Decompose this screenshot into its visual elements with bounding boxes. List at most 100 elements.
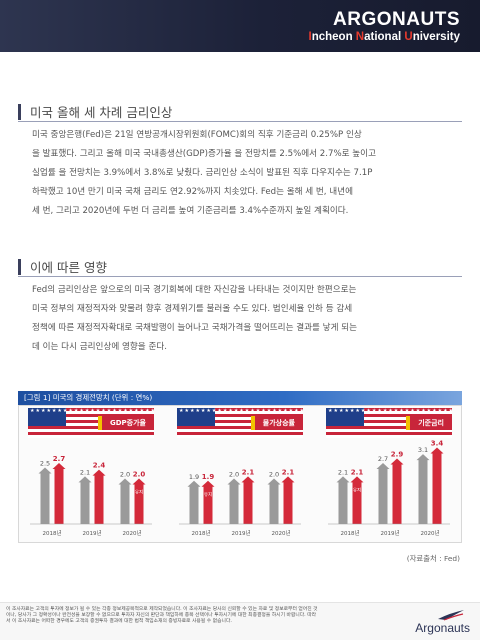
tick-label: 2020년 [122, 529, 141, 537]
bar-current [134, 483, 144, 524]
bar-arrow-tip [227, 478, 241, 485]
bar-chart-gdp: 2.52.7 2018년 2.12.4 2019년 2.0 2.0 유지 2020년 [30, 455, 152, 537]
bar-arrow-tip [416, 454, 430, 461]
maintain-badge: 유지 [353, 486, 361, 493]
paragraph-line: 세 번, 그리고 2020년에 두번 더 금리를 높여 기준금리를 3.4%수준… [32, 206, 349, 216]
chart-panel-rate: ★★★★★★★★★★★★★★★★★★★★★★★★ 기준금리 2.12.1 유지 20… [326, 408, 452, 540]
univ-word-incheon: ncheon [311, 31, 356, 43]
bar-previous [120, 483, 130, 524]
data-label-current: 2.1 [242, 468, 255, 476]
data-label-current: 2.1 [282, 468, 295, 476]
section2-heading: 이에 따른 영향 [18, 257, 462, 279]
flag-canton: ★★★★★★★★★★★★★★★★★★★★★★★★ [28, 408, 154, 426]
bar-previous [80, 481, 90, 524]
bar-previous [40, 472, 50, 524]
data-label-current: 3.4 [431, 439, 444, 447]
bar-arrow-tip [376, 463, 390, 469]
maintain-badge: 유지 [204, 491, 212, 498]
bar-arrow-tip [38, 467, 52, 474]
disclaimer-text: 이 조사자료는 고객의 투자에 정보가 될 수 있는 각종 정보제공목적으로 제… [6, 607, 406, 626]
us-flag-banner: ★★★★★★★★★★★★★★★★★★★★★★★★ [28, 408, 154, 438]
section1-title: 미국 올해 세 차례 금리인상 [30, 105, 173, 120]
star-icons: ★★★★★★★★★★★★★★★★★★★★★★★★ [179, 409, 303, 414]
bar-arrow-tip [132, 478, 146, 485]
bar-previous [338, 481, 348, 524]
paragraph-line: 미국 중앙은행(Fed)은 21일 연방공개시장위원회(FOMC)회의 직후 기… [32, 130, 362, 140]
section2-paragraph: Fed의 금리인상은 앞으로의 미국 경기회복에 대한 자신감을 나타내는 것이… [32, 281, 444, 357]
paragraph-line: 실업률 을 전망치는 3.9%에서 3.8%로 낮췄다. 금리인상 소식이 발표… [32, 168, 373, 178]
disclaimer-line: 이나, 당사가 그 정확성이나 완전성을 보장할 수 없으므로 투자자 자신의 … [6, 613, 317, 619]
logo-wordmark: Argonauts [415, 621, 470, 635]
ship-swoosh-icon [438, 610, 464, 621]
data-label-previous: 2.0 [269, 471, 279, 479]
data-label-current: 2.1 [351, 468, 364, 476]
bar-current [352, 481, 362, 524]
chart-panel-inflation: ★★★★★★★★★★★★★★★★★★★★★★★★ 물가상승률 1.91.9 유지 2… [177, 408, 303, 540]
bar-chart-rate: 2.1 2.1 유지 2018년 2.72.9 2019년 3.13.4 2020년 [328, 439, 450, 537]
heading-bar [18, 259, 21, 275]
tick-label: 2018년 [42, 529, 61, 537]
bar-current [283, 481, 293, 524]
tick-label: 2019년 [231, 529, 250, 537]
paragraph-line: 데 이는 다시 금리인상에 영향을 준다. [32, 342, 167, 352]
bar-arrow-tip [92, 469, 106, 476]
paragraph-line: 하락했고 10년 만기 미국 국채 금리도 연2.92%까지 치솟았다. Fed… [32, 187, 353, 197]
bar-previous [229, 483, 239, 524]
bar-previous [378, 468, 388, 524]
data-label-current: 2.0 [133, 471, 146, 479]
heading-rule [18, 121, 462, 122]
disclaimer-line: 서 이 조사자료는 어떠한 경우에도 고객의 증권투자 결과에 대한 법적 책임… [6, 619, 232, 625]
bar-arrow-tip [78, 476, 92, 483]
paragraph-line: Fed의 금리인상은 앞으로의 미국 경기회복에 대한 자신감을 나타내는 것이… [32, 285, 357, 295]
univ-word-university: niversity [412, 31, 460, 43]
page-footer: 이 조사자료는 고객의 투자에 정보가 될 수 있는 각종 정보제공목적으로 제… [0, 602, 480, 640]
flag-canton: ★★★★★★★★★★★★★★★★★★★★★★★★ [326, 408, 452, 426]
data-label-previous: 1.9 [189, 473, 199, 481]
chart-title-tag: 기준금리 [406, 416, 452, 430]
figure-source: (자료출처 : Fed) [406, 554, 460, 563]
section1-heading: 미국 올해 세 차례 금리인상 [18, 102, 462, 124]
bar-arrow-tip [187, 480, 201, 487]
star-icons: ★★★★★★★★★★★★★★★★★★★★★★★★ [30, 409, 154, 414]
data-label-previous: 2.7 [378, 455, 388, 463]
data-label-current: 1.9 [202, 473, 215, 481]
bar-current [243, 481, 253, 524]
page-header: ARGONAUTS Incheon National University [0, 0, 480, 52]
disclaimer-line: 이 조사자료는 고객의 투자에 정보가 될 수 있는 각종 정보제공목적으로 제… [6, 607, 318, 612]
data-label-previous: 3.1 [418, 446, 428, 454]
tick-label: 2019년 [380, 529, 399, 537]
data-label-previous: 2.0 [229, 471, 239, 479]
bar-previous [269, 483, 279, 524]
bar-current [203, 485, 213, 524]
bar-arrow-tip [118, 478, 132, 485]
chart-title-tag: GDP증가율 [97, 416, 154, 430]
bar-arrow-tip [267, 478, 281, 485]
bar-previous [418, 459, 428, 524]
bar-arrow-tip [241, 476, 255, 483]
data-label-current: 2.9 [391, 451, 404, 459]
bar-arrow-tip [390, 458, 404, 465]
data-label-previous: 2.1 [338, 468, 348, 476]
paragraph-line: 을 발표했다. 그리고 올해 미국 국내총생산(GDP)증가율 을 전망치를 2… [32, 149, 376, 159]
bar-arrow-tip [201, 480, 215, 487]
bar-current [54, 468, 64, 524]
star-icons: ★★★★★★★★★★★★★★★★★★★★★★★★ [328, 409, 452, 414]
heading-bar [18, 104, 21, 120]
chart-title-tag: 물가상승률 [250, 416, 303, 430]
maintain-badge: 유지 [135, 489, 143, 496]
bar-arrow-tip [430, 447, 444, 454]
bar-arrow-tip [281, 476, 295, 483]
data-label-current: 2.4 [93, 462, 106, 470]
paragraph-line: 정책에 따른 재정적자확대로 국채발행이 늘어나고 국채가격을 떨어뜨리는 결과… [32, 323, 358, 333]
tick-label: 2020년 [420, 529, 439, 537]
bar-current [94, 474, 104, 524]
univ-initial-i: I [308, 31, 312, 43]
tick-label: 2020년 [271, 529, 290, 537]
figure-caption: [그림 1] 미국의 경제전망치 (단위 : 연%) [18, 391, 462, 405]
univ-initial-n: N [355, 31, 365, 43]
heading-rule [18, 276, 462, 277]
chart-panel-gdp: ★★★★★★★★★★★★★★★★★★★★★★★★ GDP증가율 2.52.7 20… [28, 408, 154, 540]
bar-previous [189, 485, 199, 524]
argonauts-logo: Argonauts [408, 609, 470, 637]
